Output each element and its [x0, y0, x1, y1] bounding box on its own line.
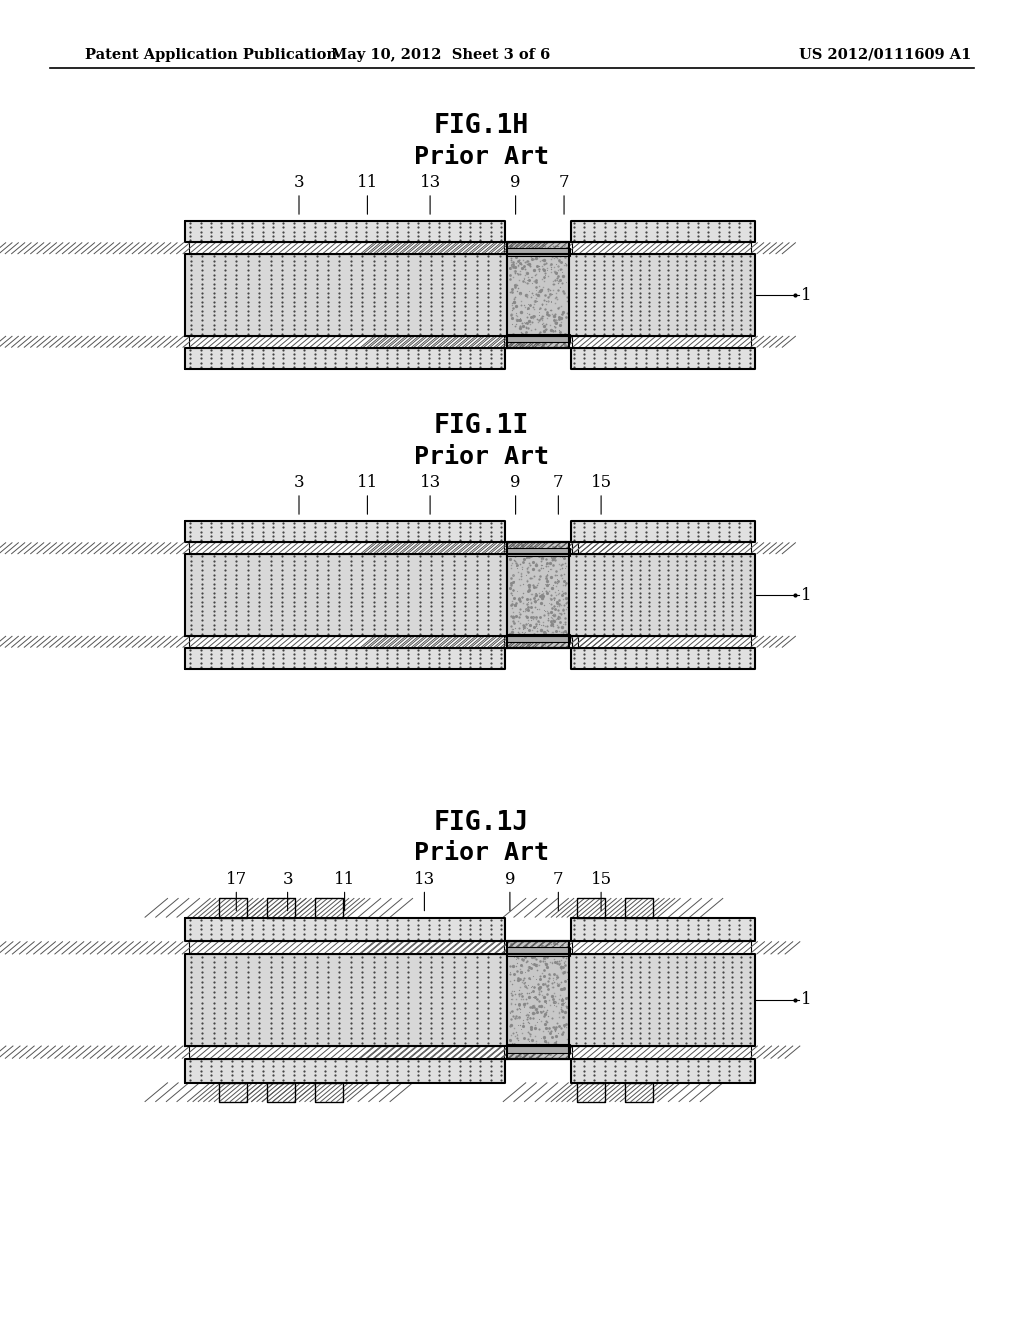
Bar: [315, 898, 343, 917]
Text: FIG.1J: FIG.1J: [433, 809, 529, 836]
Bar: [506, 347, 571, 370]
Bar: [315, 1082, 343, 1102]
Text: 9: 9: [510, 474, 521, 491]
Bar: [507, 548, 570, 556]
Bar: [189, 543, 505, 554]
Text: 11: 11: [334, 870, 355, 887]
Bar: [267, 898, 295, 917]
Bar: [189, 941, 505, 954]
Text: 7: 7: [559, 174, 569, 191]
Text: 17: 17: [225, 870, 247, 887]
Text: 3: 3: [294, 174, 304, 191]
Text: 15: 15: [591, 474, 611, 491]
Bar: [508, 941, 569, 1059]
Text: Prior Art: Prior Art: [414, 145, 549, 169]
Bar: [185, 917, 755, 941]
Bar: [508, 243, 569, 347]
Text: 3: 3: [294, 474, 304, 491]
Bar: [578, 1082, 605, 1102]
Bar: [185, 1059, 755, 1082]
Text: 1: 1: [801, 286, 812, 304]
Bar: [506, 917, 571, 941]
Bar: [267, 1082, 295, 1102]
Bar: [507, 1044, 570, 1053]
Bar: [189, 1045, 505, 1059]
Bar: [572, 1045, 751, 1059]
Bar: [189, 636, 505, 648]
Text: 11: 11: [356, 474, 378, 491]
Bar: [572, 636, 751, 648]
Bar: [185, 954, 755, 1045]
Text: 7: 7: [553, 870, 563, 887]
Text: 7: 7: [553, 474, 563, 491]
Bar: [626, 898, 653, 917]
Bar: [572, 543, 751, 554]
Bar: [506, 648, 571, 669]
Bar: [189, 243, 505, 253]
Bar: [185, 521, 755, 543]
Bar: [572, 337, 751, 347]
Bar: [185, 554, 755, 636]
Bar: [626, 1082, 653, 1102]
Bar: [185, 220, 755, 243]
Text: 3: 3: [283, 870, 293, 887]
Bar: [572, 941, 751, 954]
Text: Prior Art: Prior Art: [414, 445, 549, 469]
Bar: [185, 347, 755, 370]
Bar: [189, 337, 505, 347]
Bar: [507, 948, 570, 957]
Bar: [507, 634, 570, 643]
Text: 1: 1: [801, 586, 812, 603]
Bar: [508, 543, 569, 648]
Text: 9: 9: [510, 174, 521, 191]
Text: 1: 1: [801, 991, 812, 1008]
Text: 13: 13: [420, 474, 440, 491]
Text: Patent Application Publication: Patent Application Publication: [85, 48, 337, 62]
Bar: [572, 243, 751, 253]
Text: 9: 9: [505, 870, 515, 887]
Text: 13: 13: [420, 174, 440, 191]
Text: US 2012/0111609 A1: US 2012/0111609 A1: [799, 48, 971, 62]
Bar: [572, 636, 579, 648]
Text: 13: 13: [414, 870, 435, 887]
Bar: [578, 898, 605, 917]
Text: FIG.1I: FIG.1I: [433, 413, 529, 440]
Bar: [507, 334, 570, 342]
Bar: [506, 1059, 571, 1082]
Bar: [506, 220, 571, 243]
Bar: [219, 898, 247, 917]
Bar: [507, 248, 570, 256]
Text: May 10, 2012  Sheet 3 of 6: May 10, 2012 Sheet 3 of 6: [331, 48, 550, 62]
Text: 15: 15: [591, 870, 611, 887]
Text: Prior Art: Prior Art: [414, 842, 549, 866]
Text: FIG.1H: FIG.1H: [433, 114, 529, 139]
Text: 11: 11: [356, 174, 378, 191]
Bar: [185, 253, 755, 337]
Bar: [185, 648, 755, 669]
Bar: [572, 543, 579, 554]
Bar: [506, 521, 571, 543]
Bar: [219, 1082, 247, 1102]
